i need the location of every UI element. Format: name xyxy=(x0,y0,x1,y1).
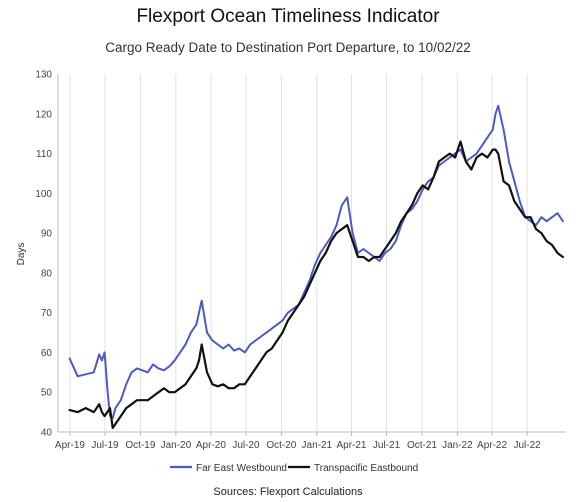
legend-label: Far East Westbound xyxy=(196,463,287,474)
x-tick-label: Jan-21 xyxy=(302,440,333,451)
grid-lines xyxy=(69,74,528,432)
y-tick-label: 40 xyxy=(41,428,53,439)
legend-label: Transpacific Eastbound xyxy=(314,463,418,474)
series-line-far-east-westbound xyxy=(68,104,564,420)
x-tick-label: Jul-22 xyxy=(513,440,541,451)
x-tick-label: Jul-21 xyxy=(373,440,401,451)
y-tick-label: 70 xyxy=(41,308,53,319)
axes xyxy=(57,74,566,433)
y-tick-label: 90 xyxy=(41,229,53,240)
x-tick-label: Apr-21 xyxy=(336,440,366,451)
legend: Far East Westbound Transpacific Eastbound xyxy=(170,463,418,474)
x-tick-label: Oct-19 xyxy=(125,440,155,451)
y-tick-label: 50 xyxy=(41,388,53,399)
x-tick-label: Jan-20 xyxy=(161,440,192,451)
x-tick-label: Jan-22 xyxy=(442,440,473,451)
y-tick-label: 120 xyxy=(35,109,52,120)
x-tick-label: Jul-19 xyxy=(91,440,119,451)
x-tick-label: Apr-19 xyxy=(55,440,85,451)
y-tick-label: 130 xyxy=(35,70,52,81)
x-axis-ticks: Apr-19 Jul-19 Oct-19 Jan-20 Apr-20 Jul-20 Oct-… xyxy=(55,432,541,451)
y-tick-label: 60 xyxy=(41,348,53,359)
series-lines xyxy=(68,104,565,430)
x-tick-label: Oct-21 xyxy=(407,440,437,451)
source-note: Sources: Flexport Calculations xyxy=(213,486,363,498)
x-tick-label: Apr-22 xyxy=(477,440,507,451)
y-tick-label: 100 xyxy=(35,189,52,200)
x-tick-label: Apr-20 xyxy=(196,440,226,451)
series-line-transpacific-eastbound xyxy=(68,140,565,430)
y-tick-label: 80 xyxy=(41,268,53,279)
y-tick-label: 110 xyxy=(36,149,52,160)
x-tick-label: Jul-20 xyxy=(232,440,260,451)
chart-title: Flexport Ocean Timeliness Indicator xyxy=(136,6,440,27)
y-axis-ticks: 40 50 60 70 80 90 100 110 120 130 xyxy=(35,70,52,439)
x-tick-label: Oct-20 xyxy=(266,440,296,451)
chart-subtitle: Cargo Ready Date to Destination Port Dep… xyxy=(105,40,471,55)
